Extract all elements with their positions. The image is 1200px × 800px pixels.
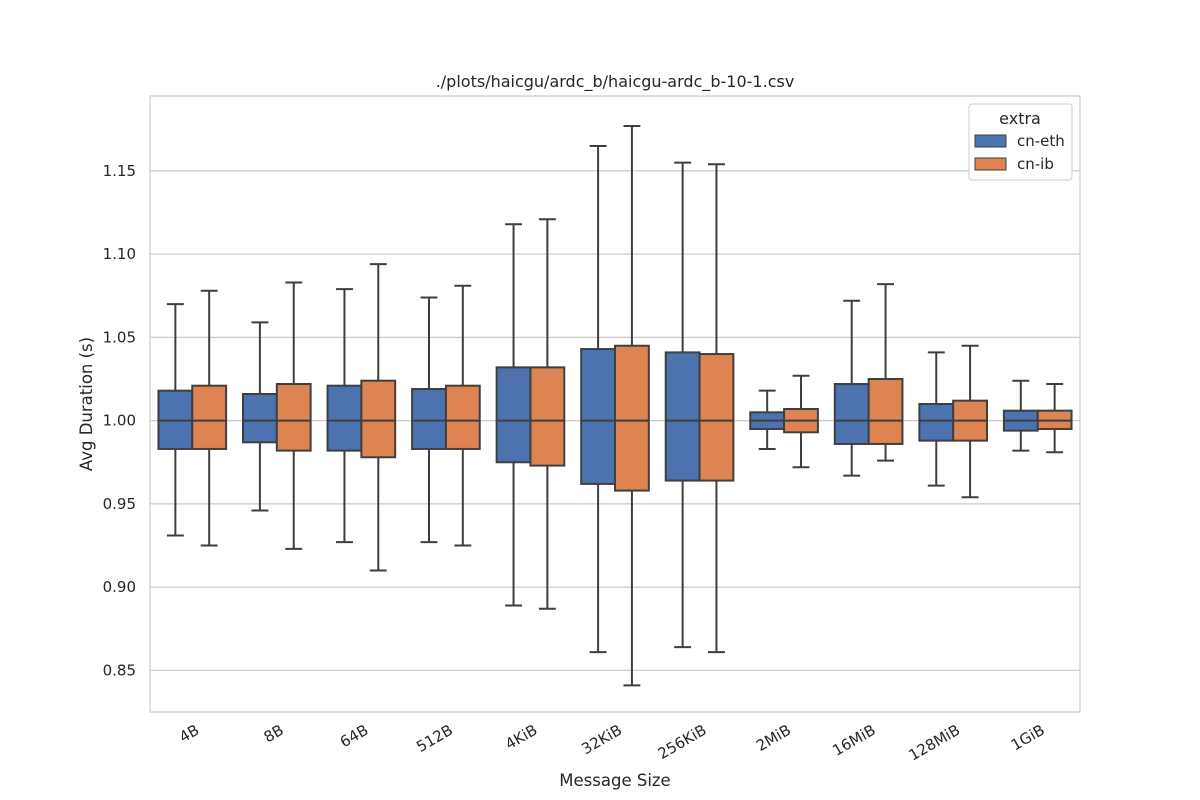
box-iqr — [580, 348, 617, 485]
y-tick-label: 1.00 — [103, 412, 136, 430]
legend: extra cn-eth cn-ib — [968, 103, 1073, 181]
box-cn-ib-4B — [191, 289, 228, 547]
y-tick-label: 0.90 — [103, 578, 136, 596]
box-cn-ib-64B — [360, 263, 397, 572]
x-axis-label: Message Size — [559, 771, 670, 790]
y-tick-label: 1.05 — [103, 328, 136, 346]
box-cn-ib-32KiB — [614, 124, 650, 687]
box-iqr — [275, 383, 312, 452]
box-cn-ib-128MiB — [952, 344, 989, 499]
box-series — [157, 124, 1073, 687]
box-cn-eth-2MiB — [749, 389, 786, 450]
plot-area-frame — [149, 95, 1081, 713]
y-tick-labels: 0.85 0.90 0.95 1.00 1.05 1.10 1.15 — [103, 162, 136, 679]
box-cn-eth-128MiB — [918, 351, 955, 487]
box-iqr — [664, 351, 701, 482]
box-cn-ib-16MiB — [867, 283, 904, 462]
box-cn-eth-32KiB — [580, 144, 617, 654]
box-cn-eth-64B — [326, 288, 363, 544]
box-cn-eth-4B — [157, 303, 194, 537]
box-iqr — [495, 366, 532, 464]
box-cn-ib-256KiB — [698, 163, 735, 654]
box-iqr — [326, 384, 363, 452]
y-tick-label: 0.95 — [103, 495, 136, 513]
y-tick-label: 0.85 — [103, 661, 136, 679]
box-iqr — [614, 344, 650, 492]
y-tick-label: 1.10 — [103, 245, 136, 263]
box-cn-ib-4KiB — [529, 218, 566, 610]
box-iqr — [411, 388, 447, 450]
legend-label-cn-ib: cn-ib — [1017, 155, 1054, 173]
legend-swatch-cn-ib — [974, 157, 1007, 171]
box-cn-ib-8B — [275, 281, 312, 550]
box-cn-ib-1GiB — [1036, 383, 1073, 454]
box-iqr — [833, 383, 870, 445]
box-iqr — [191, 384, 228, 450]
box-iqr — [444, 384, 481, 450]
box-cn-eth-256KiB — [664, 161, 701, 649]
box-cn-eth-8B — [242, 321, 278, 512]
box-iqr — [242, 393, 278, 444]
y-axis-label: Avg Duration (s) — [77, 337, 96, 471]
legend-title: extra — [999, 109, 1041, 128]
legend-label-cn-eth: cn-eth — [1017, 132, 1065, 150]
legend-swatch-cn-eth — [974, 134, 1007, 148]
y-tick-label: 1.15 — [103, 162, 136, 180]
box-iqr — [360, 379, 397, 459]
box-iqr — [529, 366, 566, 467]
box-iqr — [918, 403, 955, 442]
box-iqr — [867, 378, 904, 445]
box-cn-ib-2MiB — [783, 374, 819, 469]
box-cn-ib-512B — [444, 284, 481, 547]
chart-title: ./plots/haicgu/ardc_b/haicgu-ardc_b-10-1… — [436, 72, 795, 92]
box-iqr — [698, 353, 735, 482]
